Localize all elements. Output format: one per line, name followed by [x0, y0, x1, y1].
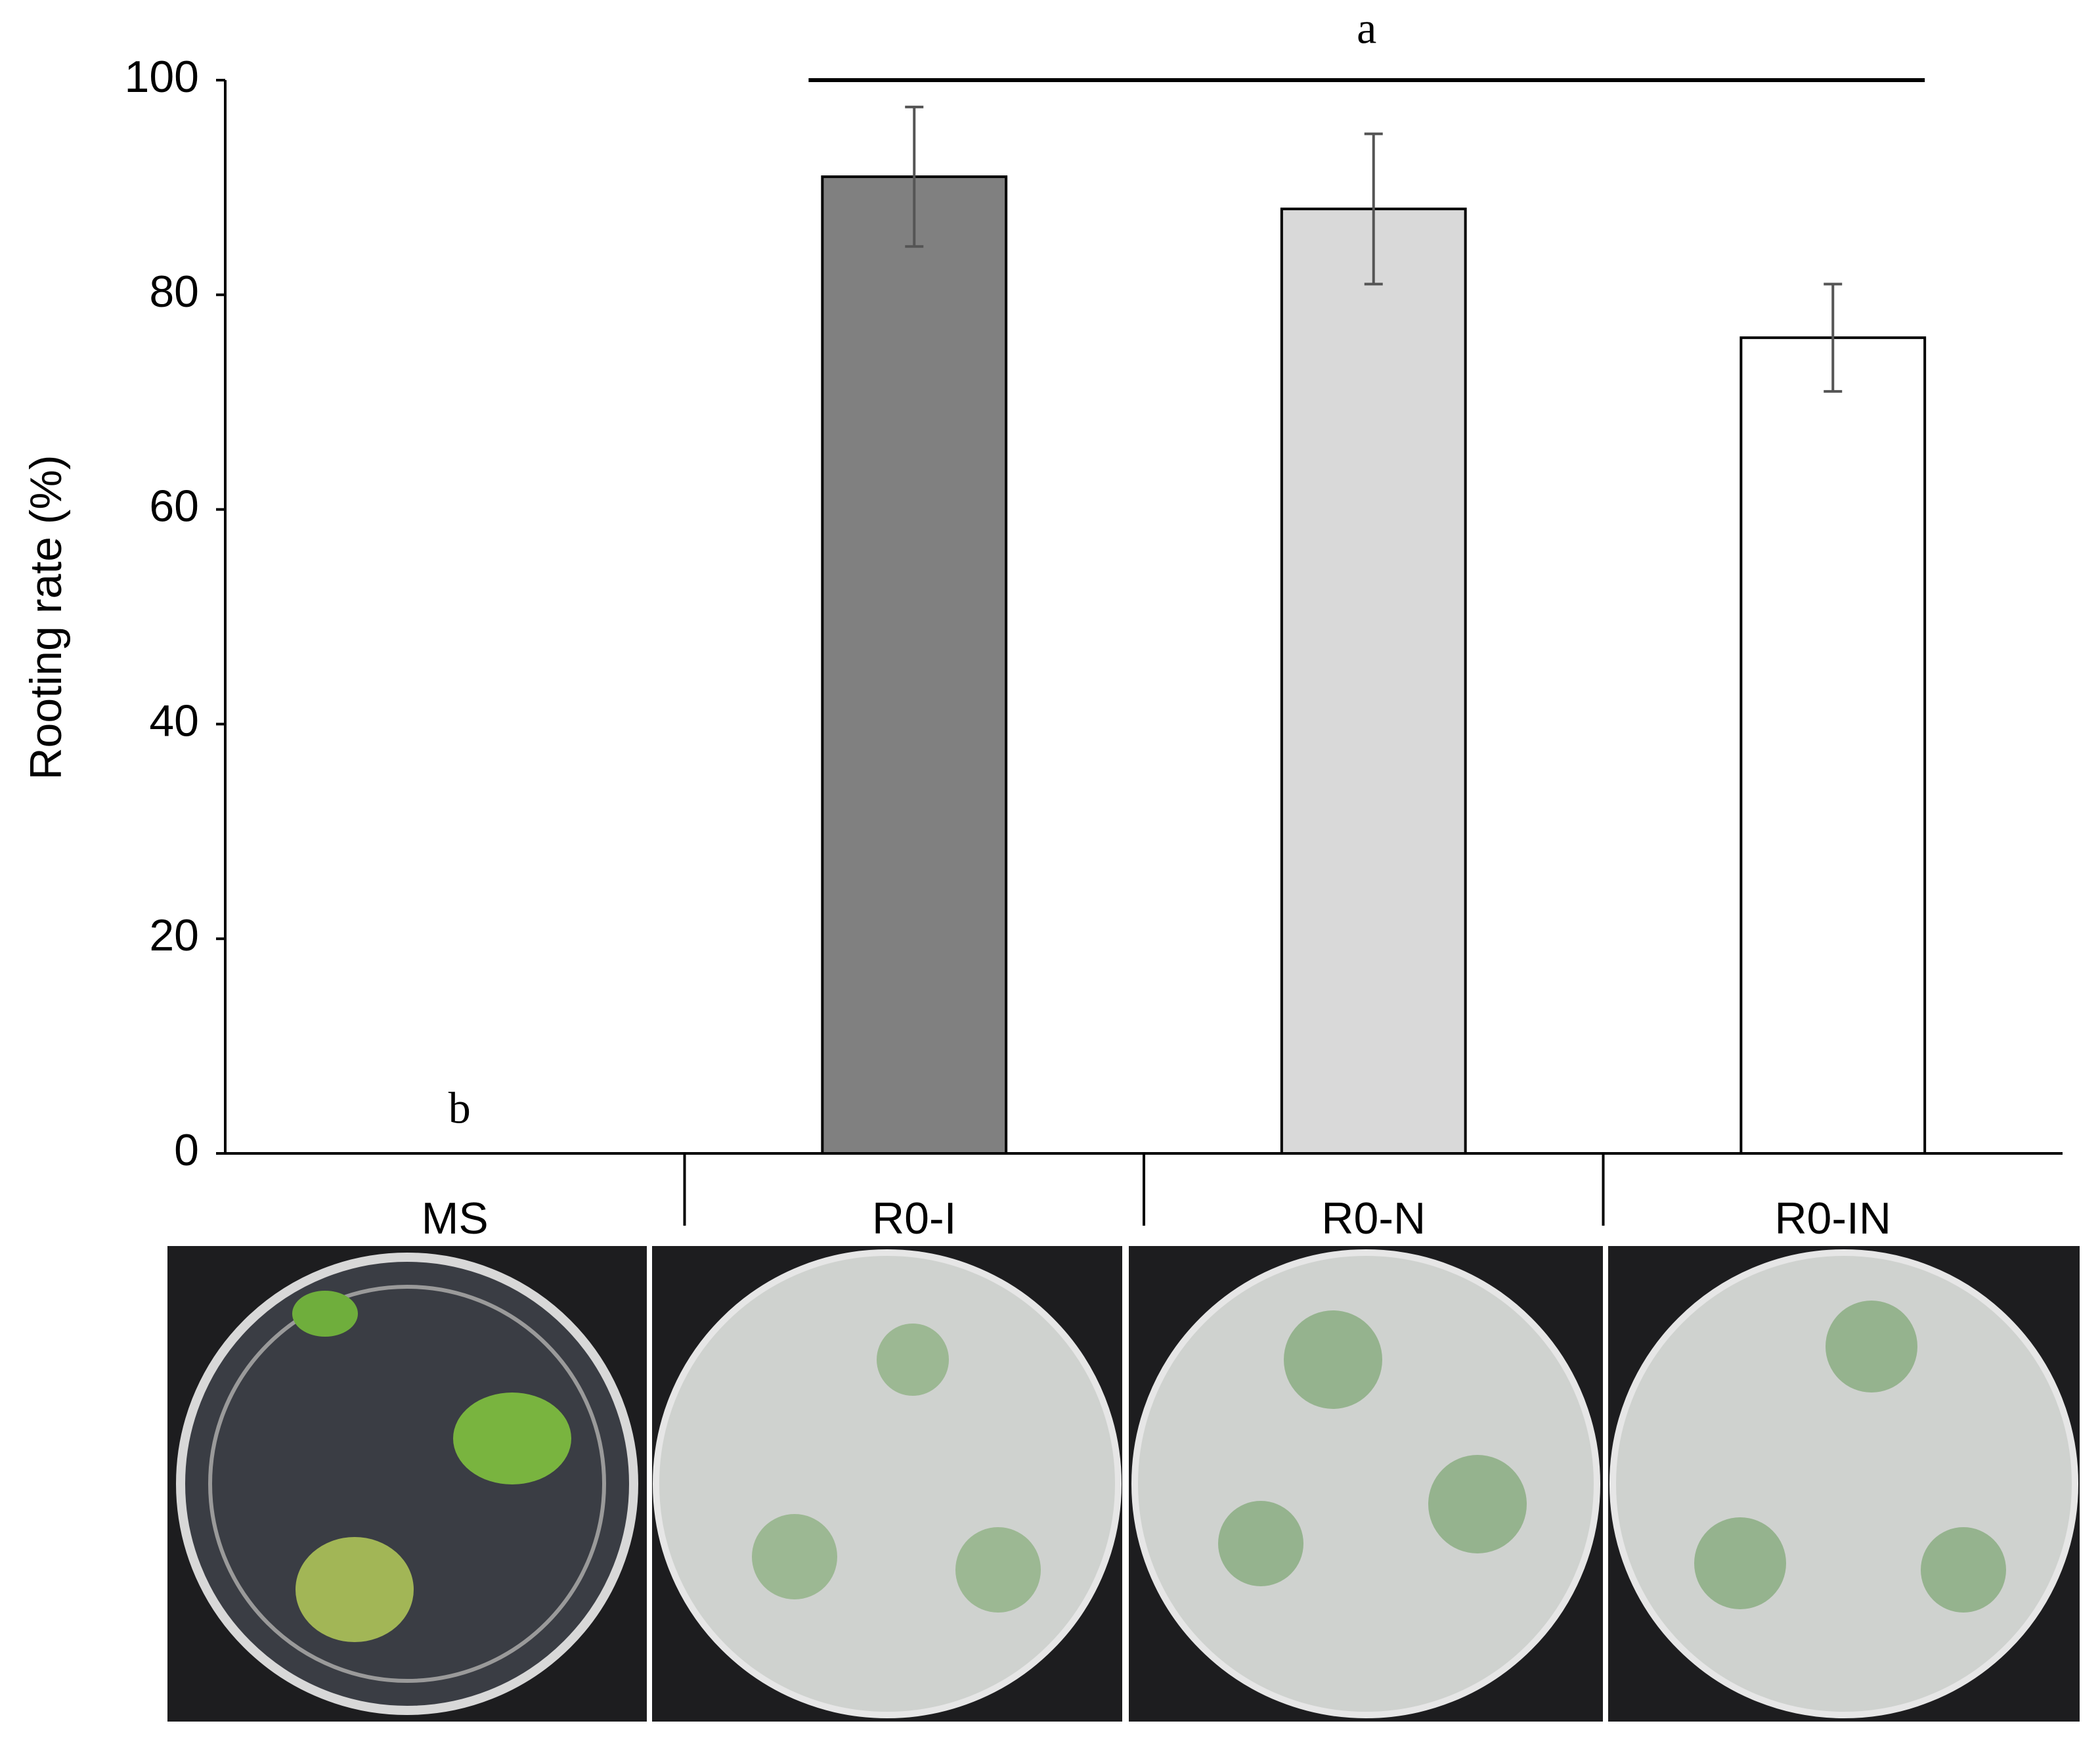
y-tick-label: 0	[174, 1125, 199, 1175]
y-axis-label: Rooting rate (%)	[21, 455, 71, 780]
plant	[1428, 1455, 1527, 1553]
y-tick-label: 80	[149, 267, 199, 317]
petri-dish	[653, 1249, 1122, 1718]
bar	[821, 175, 1008, 1155]
x-tick-label: R0-IN	[1774, 1193, 1891, 1243]
plant	[1284, 1310, 1382, 1409]
petri-dish-rim	[208, 1285, 606, 1683]
plant	[1826, 1301, 1917, 1393]
significance-letter: a	[1357, 3, 1376, 53]
plant	[877, 1324, 949, 1396]
plant	[1921, 1527, 2006, 1613]
error-bar	[1824, 282, 1843, 393]
x-tick-label: MS	[422, 1193, 489, 1243]
y-tick-label: 100	[125, 52, 199, 102]
petri-dish	[1131, 1249, 1600, 1718]
petri-dish	[176, 1253, 638, 1715]
photos	[167, 1246, 2080, 1722]
error-bar	[905, 105, 924, 248]
plant	[1218, 1501, 1303, 1586]
plant	[292, 1291, 358, 1337]
significance-letter: b	[448, 1083, 471, 1133]
y-tick-label: 60	[149, 481, 199, 531]
error-bar	[1364, 132, 1383, 286]
x-tick-label: R0-N	[1321, 1193, 1426, 1243]
y-tick-label: 40	[149, 696, 199, 746]
bar	[1739, 336, 1927, 1155]
plant	[752, 1514, 837, 1599]
bar	[1280, 208, 1467, 1155]
x-tick-label: R0-I	[872, 1193, 956, 1243]
plant	[1694, 1517, 1786, 1609]
plant	[295, 1537, 414, 1642]
plant	[955, 1527, 1041, 1613]
plant	[453, 1393, 571, 1484]
y-tick-label: 20	[149, 910, 199, 960]
